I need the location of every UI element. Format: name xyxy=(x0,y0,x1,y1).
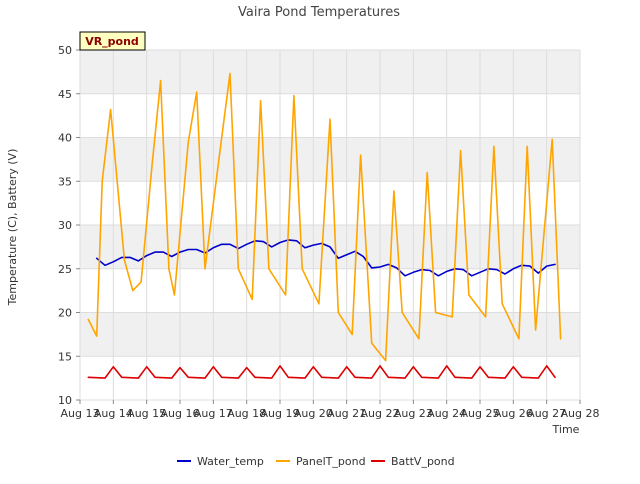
y-tick-label: 40 xyxy=(58,132,72,145)
y-axis-label: Temperature (C), Battery (V) xyxy=(6,149,19,307)
x-tick-label: Aug 23 xyxy=(394,407,433,420)
background-band xyxy=(80,50,580,94)
x-tick-label: Aug 16 xyxy=(161,407,200,420)
series-line-water-temp xyxy=(95,239,556,277)
legend-label: PanelT_pond xyxy=(296,455,366,468)
series-layer xyxy=(87,72,562,379)
x-axis-label: Time xyxy=(552,423,580,436)
y-tick-label: 30 xyxy=(58,219,72,232)
x-tick-label: Aug 24 xyxy=(427,407,466,420)
site-label-text: VR_pond xyxy=(85,35,139,48)
site-label-box: VR_pond xyxy=(79,31,146,51)
x-tick-label: Aug 21 xyxy=(327,407,366,420)
y-tick-label: 15 xyxy=(58,350,72,363)
x-tick-label: Aug 22 xyxy=(361,407,400,420)
y-tick-label: 50 xyxy=(58,44,72,57)
x-tick-label: Aug 19 xyxy=(261,407,300,420)
x-tick-label: Aug 27 xyxy=(527,407,566,420)
background-band xyxy=(80,312,580,357)
y-tick-label: 35 xyxy=(58,175,72,188)
x-tick-label: Aug 18 xyxy=(227,407,266,420)
y-axis: 10 15 20 25 30 35 40 45 50 xyxy=(58,44,80,407)
legend-label: Water_temp xyxy=(197,455,264,468)
legend: Water_temp PanelT_pond BattV_pond xyxy=(177,455,455,468)
series-line-panelt-pond xyxy=(87,72,562,362)
y-tick-label: 20 xyxy=(58,307,72,320)
x-tick-label: Aug 15 xyxy=(127,407,166,420)
x-tick-label: Aug 20 xyxy=(294,407,333,420)
x-tick-label: Aug 13 xyxy=(61,407,100,420)
x-tick-label: Aug 17 xyxy=(194,407,233,420)
site-label-background xyxy=(79,31,146,51)
series-line-battv-pond xyxy=(87,365,556,379)
chart-title: Vaira Pond Temperatures xyxy=(238,5,400,20)
y-tick-label: 25 xyxy=(58,263,72,276)
y-tick-label: 45 xyxy=(58,88,72,101)
legend-label: BattV_pond xyxy=(391,455,455,468)
x-tick-label: Aug 26 xyxy=(494,407,533,420)
x-tick-label: Aug 25 xyxy=(461,407,500,420)
y-tick-label: 10 xyxy=(58,394,72,407)
x-tick-label: Aug 14 xyxy=(94,407,133,420)
background-band xyxy=(80,137,580,182)
x-tick-label: Aug 28 xyxy=(561,407,600,420)
